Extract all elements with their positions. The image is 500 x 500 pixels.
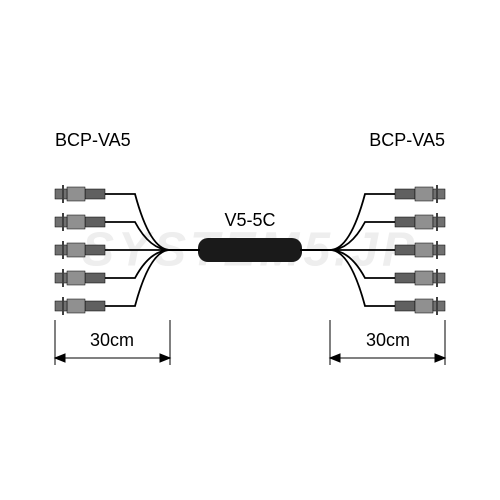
- left-fanout: [105, 194, 170, 306]
- cable-diagram: [0, 0, 500, 500]
- right-fanout: [330, 194, 395, 306]
- diagram-canvas: SYSTEM5.JP BCP-VA5 BCP-VA5 V5-5C 30cm 30…: [0, 0, 500, 500]
- center-sleeve: [198, 238, 302, 262]
- right-connector-label: BCP-VA5: [369, 130, 445, 151]
- right-dim-label: 30cm: [366, 330, 410, 351]
- left-connector-label: BCP-VA5: [55, 130, 131, 151]
- left-dim-label: 30cm: [90, 330, 134, 351]
- right-connectors: [395, 185, 445, 315]
- left-connectors: [55, 185, 105, 315]
- center-cable-label: V5-5C: [224, 210, 275, 231]
